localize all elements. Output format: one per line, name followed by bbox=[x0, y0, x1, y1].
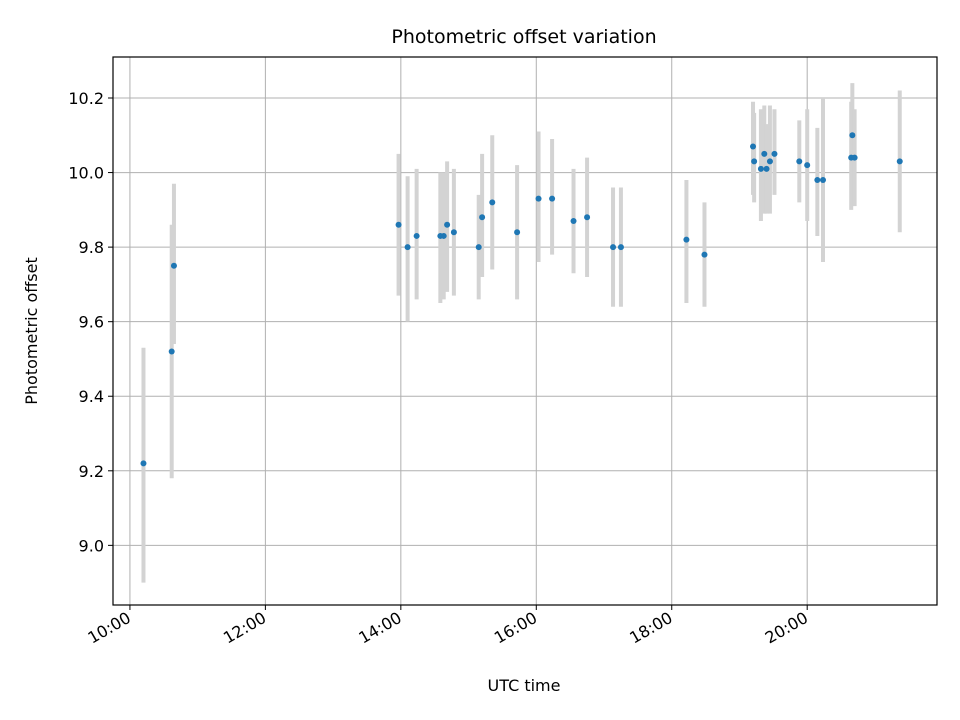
y-tick-label: 9.4 bbox=[79, 387, 104, 406]
grid-lines bbox=[113, 57, 937, 605]
data-point bbox=[819, 177, 826, 184]
data-point bbox=[814, 177, 821, 184]
data-point bbox=[440, 232, 447, 239]
data-point bbox=[796, 158, 803, 165]
data-point bbox=[771, 150, 778, 157]
y-tick-label: 10.2 bbox=[68, 89, 104, 108]
data-point bbox=[404, 244, 411, 251]
x-axis-label: UTC time bbox=[488, 676, 561, 695]
y-axis-ticks: 9.0 9.2 9.4 9.6 9.8 10.0 10.2 bbox=[68, 89, 113, 555]
data-point bbox=[489, 199, 496, 206]
data-point bbox=[617, 244, 624, 251]
y-tick-label: 9.0 bbox=[79, 536, 104, 555]
y-tick-label: 9.6 bbox=[79, 313, 104, 332]
y-tick-label: 9.8 bbox=[79, 238, 104, 257]
data-point bbox=[750, 143, 757, 150]
data-point bbox=[751, 158, 758, 165]
data-point bbox=[395, 221, 402, 228]
data-point bbox=[514, 229, 521, 236]
y-tick-label: 10.0 bbox=[68, 164, 104, 183]
data-point bbox=[610, 244, 617, 251]
data-point bbox=[450, 229, 457, 236]
data-point bbox=[766, 158, 773, 165]
data-point bbox=[570, 218, 577, 225]
plot-frame bbox=[112, 56, 938, 606]
y-tick-label: 9.2 bbox=[79, 462, 104, 481]
data-point bbox=[701, 251, 708, 258]
data-point bbox=[757, 165, 764, 172]
data-point bbox=[584, 214, 591, 221]
data-point bbox=[804, 162, 811, 169]
data-point bbox=[168, 348, 175, 355]
data-point bbox=[475, 244, 482, 251]
data-point bbox=[140, 460, 147, 467]
data-points bbox=[140, 132, 903, 467]
data-point bbox=[535, 195, 542, 202]
data-point bbox=[849, 132, 856, 139]
data-point bbox=[896, 158, 903, 165]
data-point bbox=[170, 262, 177, 269]
y-axis-label: Photometric offset bbox=[22, 257, 41, 405]
data-point bbox=[444, 221, 451, 228]
data-point bbox=[479, 214, 486, 221]
data-point bbox=[761, 150, 768, 157]
chart-title: Photometric offset variation bbox=[391, 26, 656, 48]
data-point bbox=[413, 232, 420, 239]
data-point bbox=[851, 154, 858, 161]
data-point bbox=[763, 165, 770, 172]
data-point bbox=[683, 236, 690, 243]
data-point bbox=[549, 195, 556, 202]
